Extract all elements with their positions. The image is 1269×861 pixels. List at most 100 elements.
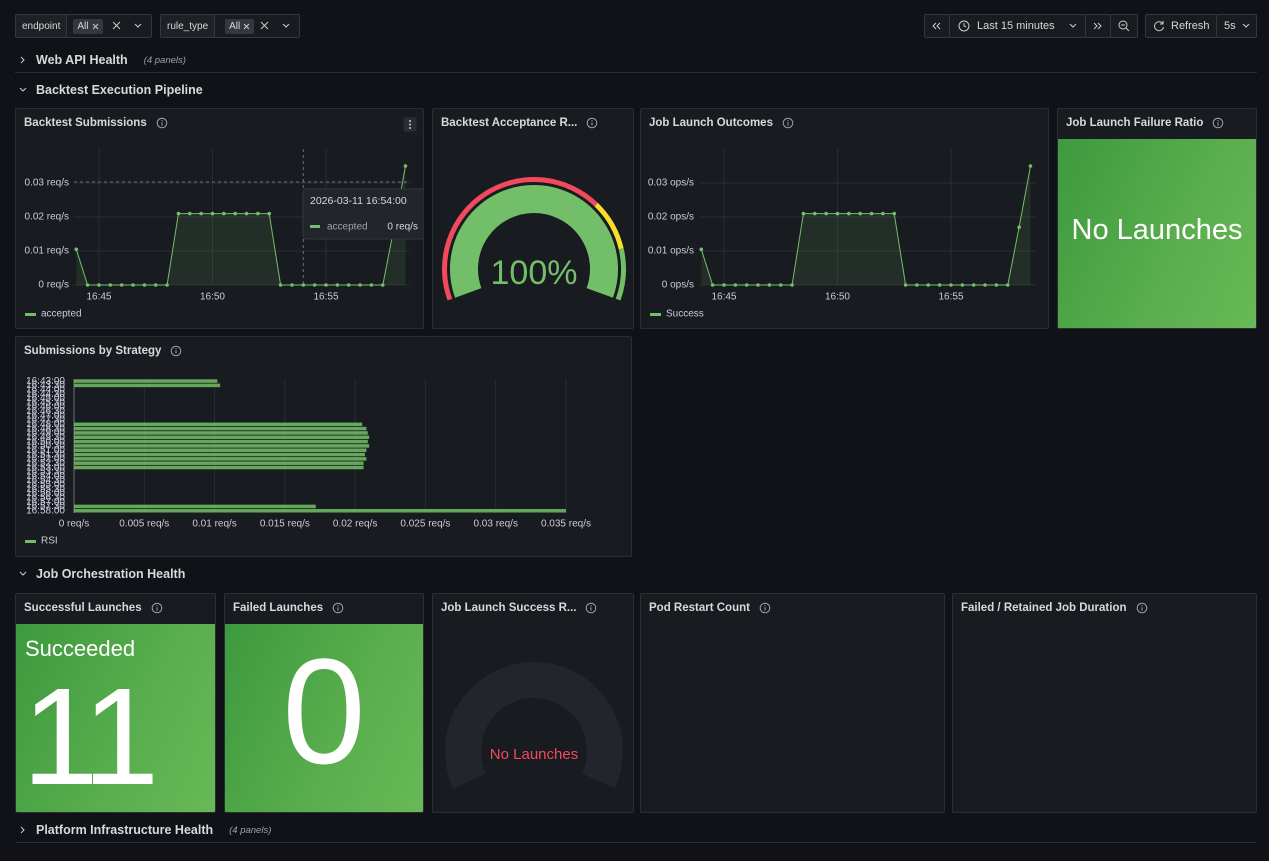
y-tick-label: 16:54:00 xyxy=(26,471,65,482)
stat-text: No Launches xyxy=(1071,214,1243,246)
data-point xyxy=(131,283,135,287)
info-icon[interactable] xyxy=(586,117,598,129)
y-tick-label: 16:56:30 xyxy=(26,493,65,504)
bar xyxy=(74,422,363,427)
data-point xyxy=(244,211,249,216)
legend-label: RSI xyxy=(41,536,58,547)
panel: Failed / Retained Job Duration xyxy=(952,593,1257,813)
data-point xyxy=(222,211,226,216)
panel: 0 ops/s 0.01 ops/s 0.02 ops/s 0.03 ops/s 16:… xyxy=(640,108,1049,329)
panel-header: Failed Launches xyxy=(233,602,344,614)
info-icon[interactable] xyxy=(1136,602,1148,614)
y-tick-label: 16:45:30 xyxy=(26,397,65,408)
y-tick-label: 0.01 ops/s xyxy=(648,246,694,257)
info-icon[interactable] xyxy=(151,602,163,614)
chart: 100% xyxy=(442,177,626,301)
variable-value: All xyxy=(229,20,241,32)
zoom-out-button[interactable] xyxy=(1110,14,1138,38)
refresh-button[interactable]: Refresh xyxy=(1145,14,1217,38)
refresh-label: Refresh xyxy=(1171,20,1210,32)
x-tick-label: 0.025 req/s xyxy=(400,519,450,530)
x-tick-label: 0.035 req/s xyxy=(541,519,591,530)
refresh-interval[interactable]: 5s xyxy=(1216,14,1257,38)
time-picker[interactable]: Last 15 minutes xyxy=(949,14,1086,38)
row-header[interactable]: Job Orchestration Health xyxy=(18,567,185,581)
data-point xyxy=(119,283,124,287)
info-icon[interactable] xyxy=(585,602,597,614)
time-forward-button[interactable] xyxy=(1085,14,1111,38)
row-note: (4 panels) xyxy=(229,824,272,836)
x-tick-label: 16:50 xyxy=(825,292,850,303)
panel-title: Job Launch Outcomes xyxy=(649,117,773,129)
panel: Failed Launches 0 xyxy=(224,593,424,813)
info-icon[interactable] xyxy=(332,602,344,614)
tooltip-swatch xyxy=(310,225,320,228)
info-icon[interactable] xyxy=(1212,117,1224,129)
stat-value: 0 xyxy=(282,627,366,795)
bar xyxy=(74,379,218,383)
data-point xyxy=(233,211,237,216)
panel-title: Pod Restart Count xyxy=(649,602,750,614)
panel-title: Failed Launches xyxy=(233,602,324,614)
y-tick-label: 16:50:30 xyxy=(26,441,65,452)
time-back-button[interactable] xyxy=(924,14,950,38)
refresh-interval-value: 5s xyxy=(1224,20,1236,32)
data-point xyxy=(960,283,965,287)
data-point xyxy=(1028,164,1033,168)
refresh-icon xyxy=(1154,21,1164,32)
info-icon[interactable] xyxy=(156,117,168,129)
data-point xyxy=(165,283,169,287)
panel-header: Job Launch Failure Ratio xyxy=(1066,117,1224,129)
x-tick-label: 0.005 req/s xyxy=(119,519,169,530)
forward-icon xyxy=(1093,22,1102,30)
data-point xyxy=(335,283,340,287)
data-point xyxy=(1005,283,1010,287)
data-point xyxy=(301,283,306,287)
data-point xyxy=(744,283,749,287)
info-icon[interactable] xyxy=(170,345,182,357)
row-header[interactable]: Platform Infrastructure Health (4 panels) xyxy=(18,823,271,837)
y-tick-label: 0.03 req/s xyxy=(25,178,69,189)
info-icon[interactable] xyxy=(759,602,771,614)
variable-rule-type[interactable]: rule_type All xyxy=(160,14,300,38)
info-circle xyxy=(759,602,771,614)
y-tick-label: 16:49:00 xyxy=(26,428,65,439)
data-point xyxy=(710,283,715,287)
chevron-down xyxy=(19,571,27,576)
variable-endpoint[interactable]: endpoint All xyxy=(15,14,152,38)
row-header[interactable]: Backtest Execution Pipeline xyxy=(18,83,203,97)
variable-chip[interactable]: All xyxy=(225,18,255,34)
data-point xyxy=(267,211,272,216)
y-tick-label: 16:44:00 xyxy=(26,384,65,395)
variable-chip[interactable]: All xyxy=(73,18,103,34)
time-range: Last 15 minutes xyxy=(977,20,1055,32)
info-icon[interactable] xyxy=(782,117,794,129)
row-note: (4 panels) xyxy=(143,54,186,66)
data-point xyxy=(142,283,147,287)
data-point xyxy=(926,283,931,287)
chart: 0 req/s 0.01 req/s 0.02 req/s 0.03 req/s 16:… xyxy=(25,149,423,320)
y-tick-label: 0.01 req/s xyxy=(25,246,69,257)
variable-value: All xyxy=(77,20,89,32)
panel: Pod Restart Count xyxy=(640,593,945,813)
info-dot xyxy=(1140,605,1143,607)
data-point xyxy=(346,283,351,287)
bar xyxy=(74,431,368,435)
panel-menu[interactable] xyxy=(403,117,417,132)
area-fill xyxy=(701,166,1031,285)
bar xyxy=(74,452,365,457)
bar xyxy=(74,457,367,461)
legend-swatch xyxy=(25,313,36,316)
data-point xyxy=(767,283,772,287)
legend-swatch xyxy=(25,540,36,543)
y-tick-label: 16:45:00 xyxy=(26,393,65,404)
panel: 100% Backtest Acceptance R... xyxy=(432,108,634,329)
stat-background: 0 xyxy=(225,624,423,812)
data-point xyxy=(256,211,260,216)
info-circle xyxy=(1136,602,1147,614)
row-header[interactable]: Web API Health (4 panels) xyxy=(18,53,186,67)
data-point xyxy=(199,211,203,216)
y-tick-label: 16:52:00 xyxy=(26,454,65,465)
caret-icon xyxy=(1242,23,1249,28)
